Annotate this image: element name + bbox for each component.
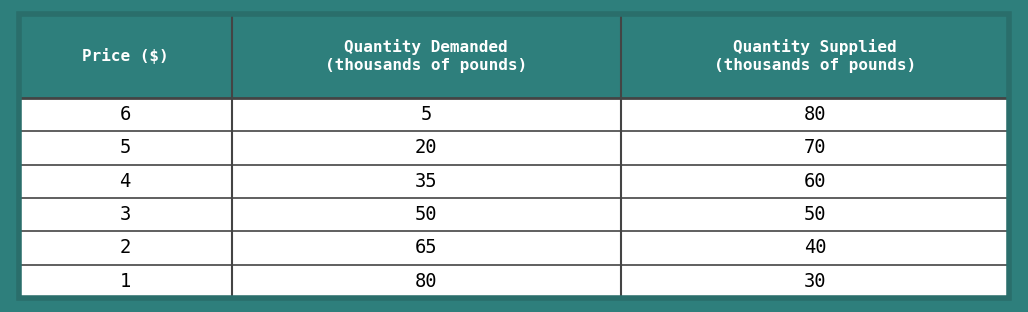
Bar <box>231 198 621 231</box>
Bar <box>19 14 231 98</box>
Text: 60: 60 <box>804 172 827 191</box>
Bar <box>621 198 1009 231</box>
Text: 50: 50 <box>415 205 438 224</box>
Bar <box>231 98 621 131</box>
Bar <box>231 164 621 198</box>
Bar <box>19 98 231 131</box>
Text: 2: 2 <box>119 238 131 257</box>
Bar <box>231 131 621 164</box>
Bar <box>621 98 1009 131</box>
Text: 35: 35 <box>415 172 438 191</box>
Bar <box>19 164 231 198</box>
Text: 3: 3 <box>119 205 131 224</box>
Text: 5: 5 <box>420 105 432 124</box>
Bar <box>19 131 231 164</box>
Text: 20: 20 <box>415 138 438 157</box>
Bar <box>621 131 1009 164</box>
Bar <box>231 231 621 265</box>
Text: 50: 50 <box>804 205 827 224</box>
Bar <box>621 14 1009 98</box>
Text: 4: 4 <box>119 172 131 191</box>
Bar <box>621 231 1009 265</box>
Text: 80: 80 <box>804 105 827 124</box>
Text: 5: 5 <box>119 138 131 157</box>
Bar <box>621 164 1009 198</box>
Bar <box>19 231 231 265</box>
Text: 80: 80 <box>415 272 438 291</box>
Text: Quantity Supplied
(thousands of pounds): Quantity Supplied (thousands of pounds) <box>714 39 916 73</box>
Text: 6: 6 <box>119 105 131 124</box>
Bar <box>231 14 621 98</box>
Text: 1: 1 <box>119 272 131 291</box>
Text: 70: 70 <box>804 138 827 157</box>
Bar <box>19 198 231 231</box>
Text: 30: 30 <box>804 272 827 291</box>
Bar <box>621 265 1009 298</box>
Bar <box>19 265 231 298</box>
Bar <box>231 265 621 298</box>
Text: Quantity Demanded
(thousands of pounds): Quantity Demanded (thousands of pounds) <box>325 39 527 73</box>
Text: 40: 40 <box>804 238 827 257</box>
Text: Price ($): Price ($) <box>81 48 169 64</box>
Text: 65: 65 <box>415 238 438 257</box>
